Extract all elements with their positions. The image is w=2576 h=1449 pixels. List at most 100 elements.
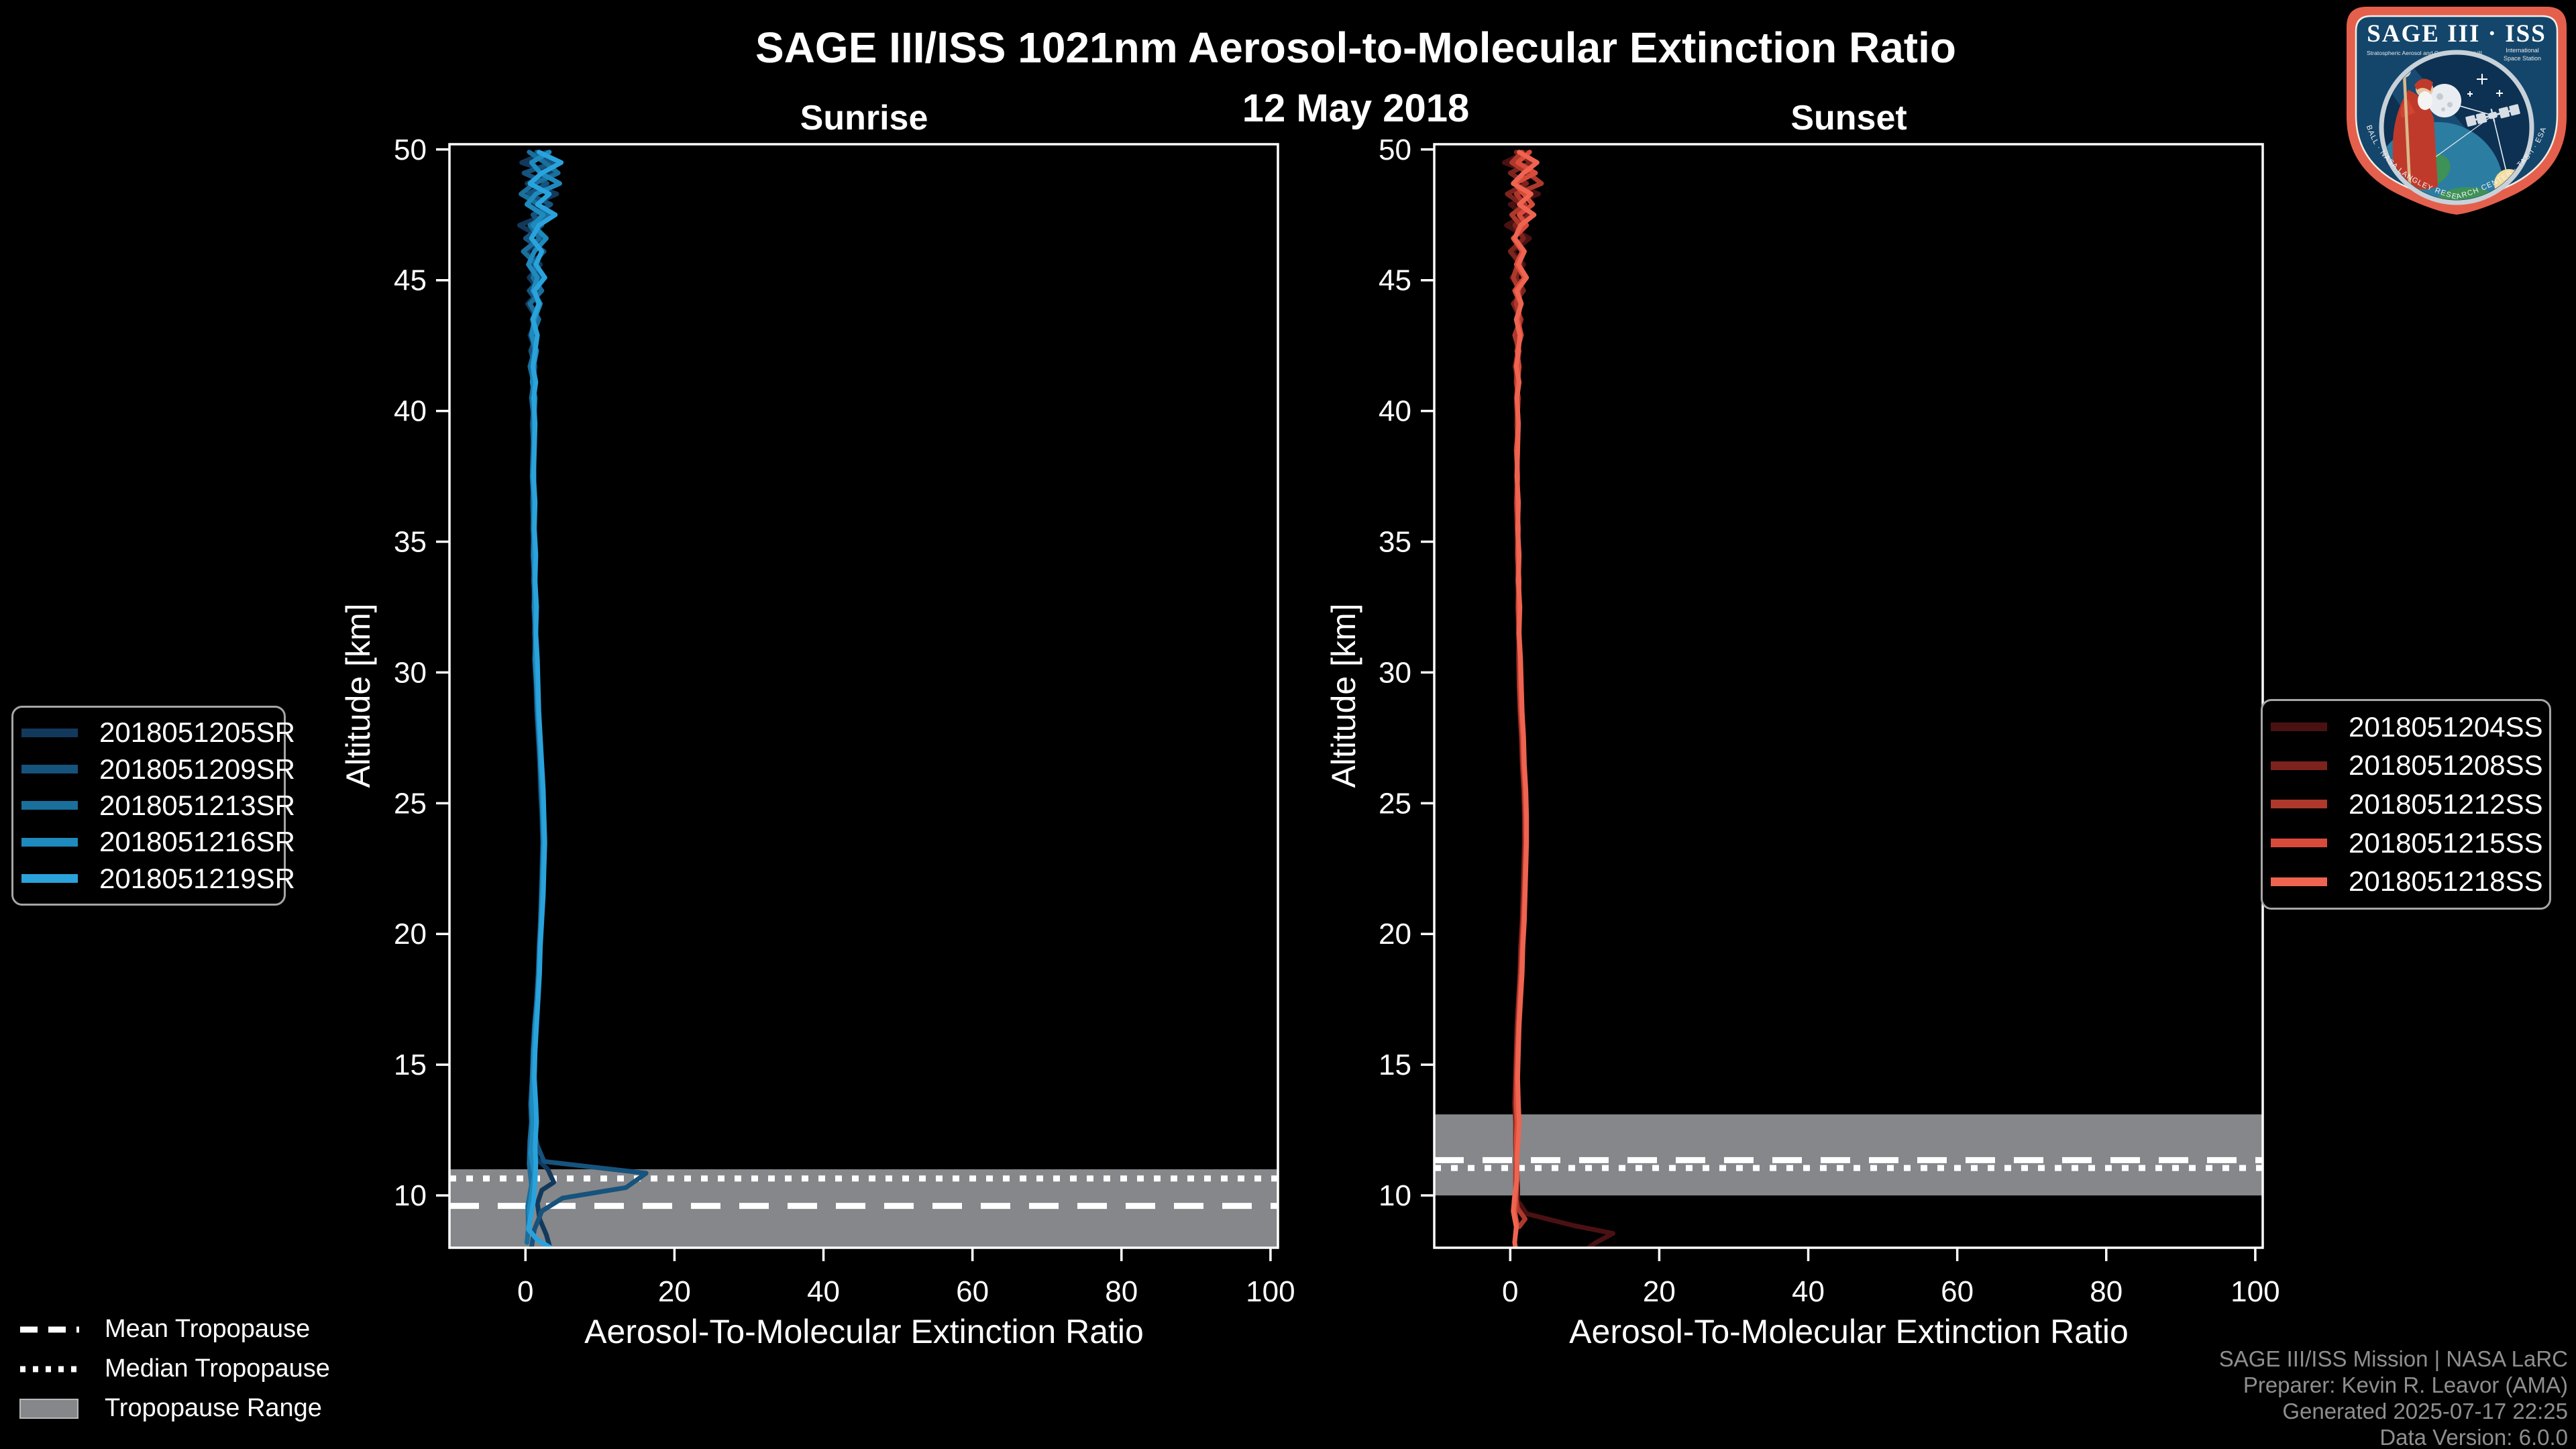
x-tick-label: 80	[2090, 1275, 2123, 1308]
profile-2018051219SR	[526, 150, 564, 1248]
legend-event-label: 2018051219SR	[99, 862, 295, 894]
y-tick-label: 25	[1379, 787, 1411, 820]
x-tick-label: 0	[517, 1275, 533, 1308]
legend-event-label: 2018051204SS	[2349, 710, 2543, 743]
footer-generated-line: Generated 2025-07-17 22:25	[2282, 1399, 2568, 1424]
dashed-line-sample	[20, 1326, 79, 1332]
sunset-plot-area	[1434, 150, 2263, 1248]
x-tick-label: 60	[1941, 1275, 1974, 1308]
patch-figure-hood	[2414, 78, 2433, 91]
tropopause-legend-row: Tropopause Range	[19, 1389, 330, 1428]
patch-subtitle-right-1: International	[2506, 47, 2539, 54]
patch-staff	[2402, 73, 2412, 184]
sunset-axes-frame	[1433, 143, 2264, 1249]
legend-event-label: 2018051215SS	[2349, 826, 2543, 859]
y-tick-label: 15	[394, 1049, 427, 1081]
x-tick-label: 0	[1502, 1275, 1518, 1308]
footer-credits: SAGE III/ISS Mission | NASA LaRC Prepare…	[2219, 1346, 2568, 1449]
x-tick-label: 80	[1105, 1275, 1138, 1308]
legend-event-label: 2018051216SR	[99, 826, 295, 858]
y-tick-label: 50	[394, 133, 427, 166]
y-tick-label: 30	[1379, 656, 1411, 689]
x-tick-label: 100	[2231, 1275, 2279, 1308]
patch-moon-crater	[2447, 102, 2453, 107]
legend-swatch	[2271, 722, 2327, 732]
tropopause-legend-label: Mean Tropopause	[105, 1315, 311, 1343]
x-tick-label: 40	[1792, 1275, 1825, 1308]
dotted-line-sample	[20, 1366, 79, 1372]
y-tick-label: 40	[1379, 395, 1411, 428]
sunrise-legend: 2018051205SR 2018051209SR 2018051213SR 2018…	[11, 706, 295, 906]
x-tick-label: 20	[1643, 1275, 1676, 1308]
x-tick-label: 60	[956, 1275, 989, 1308]
legend-swatch	[2271, 877, 2327, 886]
x-tick-label: 40	[807, 1275, 840, 1308]
tropopause-range-band	[1434, 1114, 2263, 1196]
y-tick-label: 10	[394, 1179, 427, 1212]
legend-event-label: 2018051212SS	[2349, 788, 2543, 820]
patch-figure-beard	[2418, 91, 2432, 110]
tropopause-legend-row: Median Tropopause	[19, 1349, 330, 1389]
legend-row: 2018051204SS	[2263, 711, 2549, 743]
y-tick-label: 35	[394, 526, 427, 559]
tropopause-legend-label: Tropopause Range	[105, 1394, 322, 1422]
sunrise-plot-area	[449, 150, 1278, 1248]
sunrise-x-axis-label: Aerosol-To-Molecular Extinction Ratio	[584, 1313, 1144, 1350]
figure-date: 12 May 2018	[1242, 87, 1470, 130]
sunset-legend: 2018051204SS 2018051208SS 2018051212SS 2018…	[2261, 699, 2551, 910]
footer-preparer-line: Preparer: Kevin R. Leavor (AMA)	[2243, 1373, 2568, 1397]
y-tick-label: 45	[394, 264, 427, 297]
y-tick-label: 20	[1379, 918, 1411, 951]
y-tick-label: 45	[1379, 264, 1411, 297]
legend-row: 2018051219SR	[13, 863, 295, 895]
sunset-panel-title: Sunset	[1790, 99, 1907, 138]
sunrise-y-axis-label: Altitude [km]	[339, 603, 377, 788]
legend-row: 2018051218SS	[2263, 865, 2549, 898]
legend-row: 2018051209SR	[13, 753, 295, 786]
legend-event-label: 2018051205SR	[99, 716, 295, 749]
footer-version-line: Data Version: 6.0.0	[2379, 1425, 2568, 1449]
x-tick-label: 100	[1246, 1275, 1295, 1308]
y-tick-label: 25	[394, 787, 427, 820]
legend-row: 2018051205SR	[13, 716, 295, 749]
y-tick-label: 40	[394, 395, 427, 428]
y-tick-label: 15	[1379, 1049, 1411, 1081]
patch-moon	[2428, 84, 2461, 117]
legend-swatch	[21, 801, 78, 810]
y-tick-label: 10	[1379, 1179, 1411, 1212]
legend-row: 2018051215SS	[2263, 827, 2549, 859]
legend-row: 2018051208SS	[2263, 749, 2549, 782]
tropopause-legend-row: Mean Tropopause	[19, 1309, 330, 1349]
legend-swatch	[2271, 761, 2327, 770]
legend-event-label: 2018051213SR	[99, 789, 295, 821]
legend-event-label: 2018051209SR	[99, 753, 295, 785]
band-line-sample	[19, 1398, 78, 1419]
legend-row: 2018051216SR	[13, 826, 295, 858]
tropopause-legend-label: Median Tropopause	[105, 1354, 330, 1383]
legend-swatch	[21, 765, 78, 774]
sunset-x-axis-label: Aerosol-To-Molecular Extinction Ratio	[1569, 1313, 2129, 1350]
patch-moon-crater	[2441, 107, 2445, 111]
legend-row: 2018051212SS	[2263, 788, 2549, 820]
patch-figure-arm	[2400, 99, 2415, 118]
patch-iss	[2465, 104, 2520, 127]
profile-2018051209SR	[521, 150, 649, 1248]
legend-swatch	[21, 728, 78, 737]
legend-event-label: 2018051218SS	[2349, 865, 2543, 898]
sunrise-axes-frame	[448, 143, 1279, 1249]
patch-subtitle-left: Stratospheric Aerosol and Gas Experiment…	[2367, 50, 2482, 56]
legend-swatch	[21, 837, 78, 847]
y-tick-label: 50	[1379, 133, 1411, 166]
profile-2018051218SS	[1511, 150, 1540, 1248]
footer-mission-line: SAGE III/ISS Mission | NASA LaRC	[2218, 1346, 2568, 1371]
patch-stars	[2467, 74, 2503, 97]
legend-swatch	[21, 874, 78, 883]
x-tick-label: 20	[658, 1275, 691, 1308]
figure-title: SAGE III/ISS 1021nm Aerosol-to-Molecular…	[755, 23, 1956, 72]
legend-swatch	[2271, 839, 2327, 848]
legend-swatch	[2271, 800, 2327, 809]
patch-title: SAGE III · ISS	[2367, 20, 2546, 48]
patch-moon-crater	[2436, 93, 2443, 100]
